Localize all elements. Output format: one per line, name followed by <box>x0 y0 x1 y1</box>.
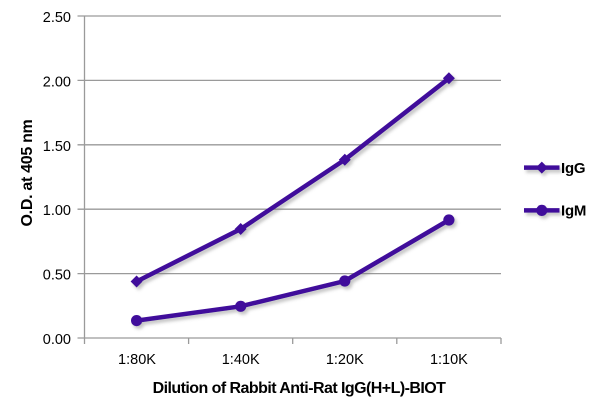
svg-text:1:10K: 1:10K <box>430 352 468 368</box>
svg-text:2.50: 2.50 <box>43 10 71 26</box>
svg-text:2.00: 2.00 <box>43 74 71 90</box>
svg-text:1:40K: 1:40K <box>222 352 260 368</box>
svg-text:1:20K: 1:20K <box>326 352 364 368</box>
svg-text:1.00: 1.00 <box>43 203 71 219</box>
svg-text:O.D. at 405 nm: O.D. at 405 nm <box>19 119 36 226</box>
svg-text:IgM: IgM <box>561 203 586 220</box>
svg-text:1.50: 1.50 <box>43 139 71 155</box>
svg-text:IgG: IgG <box>561 160 585 177</box>
svg-text:0.50: 0.50 <box>43 268 71 284</box>
svg-text:1:80K: 1:80K <box>118 352 156 368</box>
svg-text:Dilution of Rabbit Anti-Rat Ig: Dilution of Rabbit Anti-Rat IgG(H+L)-BIO… <box>153 380 447 397</box>
svg-text:0.00: 0.00 <box>43 332 71 348</box>
